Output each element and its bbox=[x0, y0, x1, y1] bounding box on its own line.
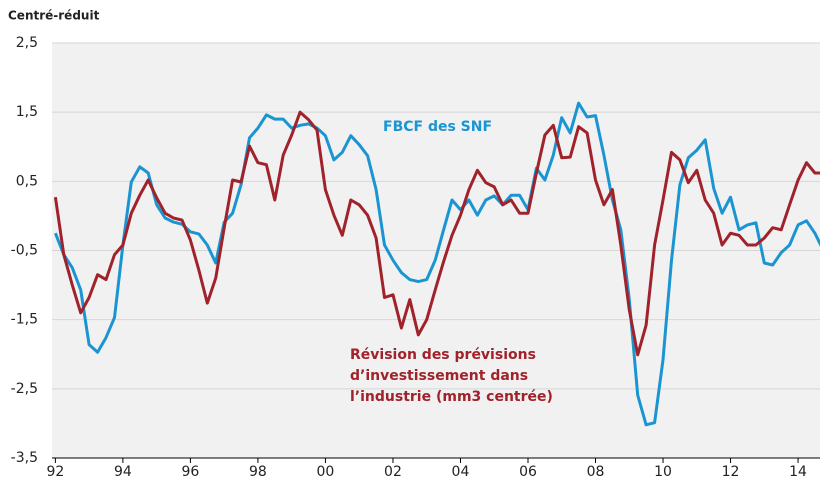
series-line bbox=[53, 110, 820, 357]
annotation: d’investissement dans bbox=[350, 368, 528, 384]
y-tick-label: 1,5 bbox=[16, 104, 38, 120]
x-tick-label: 12 bbox=[722, 464, 740, 480]
y-tick-label: -1,5 bbox=[11, 312, 38, 328]
x-tick-label: 98 bbox=[249, 464, 267, 480]
annotation: l’industrie (mm3 centrée) bbox=[350, 389, 553, 405]
x-tick-label: 00 bbox=[317, 464, 335, 480]
annotation: Révision des prévisions bbox=[350, 347, 536, 363]
x-tick-label: 08 bbox=[587, 464, 605, 480]
x-tick-label: 92 bbox=[46, 464, 64, 480]
x-tick-label: 06 bbox=[519, 464, 537, 480]
x-tick-label: 96 bbox=[181, 464, 199, 480]
annotation: FBCF des SNF bbox=[383, 119, 492, 135]
x-tick-label: 02 bbox=[384, 464, 402, 480]
y-tick-label: -2,5 bbox=[11, 381, 38, 397]
y-tick-label: 2,5 bbox=[16, 35, 38, 51]
x-tick-label: 10 bbox=[654, 464, 672, 480]
y-tick-label: -3,5 bbox=[11, 450, 38, 466]
axis-label: Centré-réduit bbox=[8, 9, 100, 23]
x-tick-label: 14 bbox=[789, 464, 807, 480]
y-tick-label: 0,5 bbox=[16, 173, 38, 189]
x-tick-label: 04 bbox=[452, 464, 470, 480]
y-tick-label: -0,5 bbox=[11, 243, 38, 259]
x-tick-label: 94 bbox=[114, 464, 132, 480]
